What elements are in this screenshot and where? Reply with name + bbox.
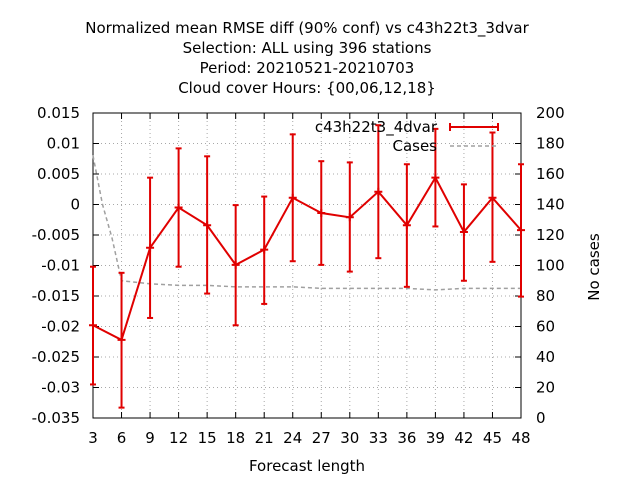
cases-point	[101, 203, 104, 206]
y-tick-label: -0.015	[32, 287, 80, 305]
y-tick-label: 0.01	[47, 135, 80, 153]
data-point	[260, 245, 269, 254]
y-axis-right: 0 20 40 60 80 100 120 140 160 180 200	[515, 104, 565, 427]
y2-tick-label: 60	[536, 318, 555, 336]
y-tick-label: -0.035	[32, 409, 80, 427]
title-line: Period: 20210521-20210703	[200, 59, 415, 77]
y2-axis-label: No cases	[585, 233, 603, 301]
cases-point	[491, 287, 494, 289]
y-tick-label: -0.005	[32, 226, 80, 244]
title-line: Normalized mean RMSE diff (90% conf) vs …	[85, 19, 529, 38]
x-tick-label: 3	[88, 429, 98, 447]
legend-label-c43h22t3-4dvar: c43h22t3_4dvar	[315, 118, 438, 137]
data-point	[146, 243, 155, 252]
cases-point	[92, 155, 94, 157]
data-point	[402, 221, 411, 230]
y2-tick-label: 100	[536, 257, 565, 275]
data-point	[203, 221, 212, 230]
y2-tick-label: 180	[536, 135, 565, 153]
cases-point	[292, 286, 294, 288]
data-point	[89, 321, 97, 330]
x-tick-label: 48	[511, 429, 530, 447]
series-c43h22t3-4dvar	[89, 124, 525, 409]
cases-point	[320, 287, 322, 289]
x-tick-label: 18	[226, 429, 245, 447]
main-line	[92, 175, 522, 342]
grid	[93, 113, 521, 418]
y-axis-left: -0.035 -0.03 -0.025 -0.02 -0.015 -0.01 -0.005 0…	[32, 104, 99, 427]
y2-tick-label: 0	[536, 409, 546, 427]
x-tick-label: 24	[283, 429, 302, 447]
data-point	[117, 335, 126, 344]
y-tick-label: -0.03	[41, 379, 80, 397]
y-tick-label: -0.025	[32, 348, 80, 366]
cases-point	[377, 287, 379, 289]
data-point	[431, 173, 440, 182]
x-tick-label: 9	[145, 429, 155, 447]
y-tick-label: 0.005	[37, 165, 80, 183]
y-tick-label: -0.02	[41, 318, 80, 336]
data-point	[317, 209, 326, 218]
cases-point	[434, 289, 436, 291]
data-point	[345, 213, 354, 222]
y-tick-label: 0	[70, 196, 80, 214]
x-tick-label: 42	[454, 429, 473, 447]
legend-label-cases: Cases	[392, 137, 437, 155]
cases-point	[111, 237, 113, 239]
x-tick-label: 30	[340, 429, 359, 447]
title-line: Cloud cover Hours: {00,06,12,18}	[178, 79, 436, 97]
x-tick-label: 39	[426, 429, 445, 447]
title-line: Selection: ALL using 396 stations	[183, 39, 432, 57]
data-point	[288, 193, 297, 202]
chart-title: Normalized mean RMSE diff (90% conf) vs …	[85, 19, 529, 97]
cases-point	[406, 287, 408, 289]
data-point	[488, 193, 497, 202]
data-point	[374, 187, 383, 196]
x-tick-label: 27	[312, 429, 331, 447]
series-cases	[92, 155, 522, 291]
x-tick-label: 15	[198, 429, 217, 447]
y2-tick-label: 80	[536, 287, 555, 305]
x-tick-label: 33	[369, 429, 388, 447]
y2-tick-label: 120	[536, 226, 565, 244]
data-point	[517, 226, 525, 235]
cases-line	[92, 155, 521, 291]
y2-tick-label: 200	[536, 104, 565, 122]
x-axis-label: Forecast length	[249, 457, 365, 475]
x-axis: 3 6 9 12 15 18 21 24 27 30 33 36 39 42 45 48	[88, 113, 531, 447]
y2-tick-label: 160	[536, 165, 565, 183]
y2-tick-label: 20	[536, 379, 555, 397]
x-tick-label: 12	[169, 429, 188, 447]
x-tick-label: 36	[397, 429, 416, 447]
y2-tick-label: 40	[536, 348, 555, 366]
cases-point	[349, 287, 351, 289]
y-tick-label: -0.01	[41, 257, 80, 275]
x-tick-label: 21	[255, 429, 274, 447]
data-point	[459, 227, 468, 236]
y2-tick-label: 140	[536, 196, 565, 214]
y-tick-label: 0.015	[37, 104, 80, 122]
cases-point	[178, 284, 180, 286]
data-point	[231, 260, 240, 269]
x-tick-label: 6	[117, 429, 127, 447]
x-tick-label: 45	[483, 429, 502, 447]
cases-point	[463, 287, 465, 289]
data-point	[174, 203, 183, 212]
